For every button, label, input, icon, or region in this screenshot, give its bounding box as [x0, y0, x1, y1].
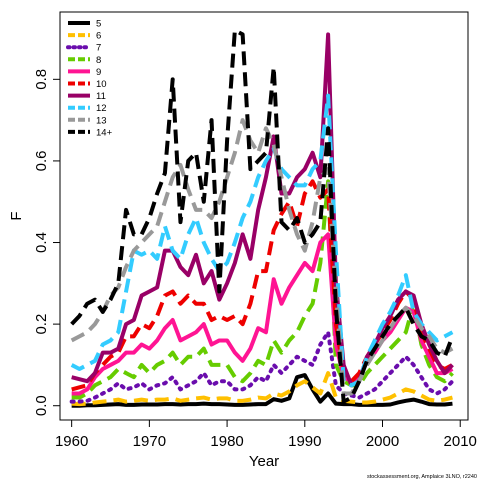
series-line-10 [71, 179, 454, 392]
footnote: stockassessment.org, Amplaice 3LNO, r224… [367, 474, 477, 480]
legend-label: 11 [96, 91, 106, 102]
legend-label: 10 [96, 79, 107, 90]
legend-label: 8 [96, 55, 101, 66]
legend-label: 12 [96, 103, 107, 114]
series-line-13 [70, 118, 454, 396]
legend-label: 13 [96, 115, 107, 126]
y-axis-title: F [8, 211, 25, 220]
legend-label: 14+ [96, 127, 113, 138]
x-tick-label: 1960 [55, 433, 88, 450]
series-line-14plus [70, 28, 455, 404]
y-tick-label: 0.6 [33, 150, 50, 171]
series-line-8 [71, 179, 454, 400]
x-axis-title: Year [249, 453, 279, 470]
series-line-9 [71, 232, 454, 396]
x-tick-label: 1980 [210, 433, 243, 450]
legend-label: 6 [96, 31, 101, 42]
y-tick-label: 0.8 [33, 69, 50, 90]
y-tick-label: 0.2 [33, 314, 50, 335]
x-tick-label: 1990 [288, 433, 321, 450]
y-tick-label: 0.0 [33, 395, 50, 416]
series-line-11 [71, 32, 454, 388]
x-tick-label: 2000 [366, 433, 399, 450]
legend-label: 9 [96, 67, 101, 78]
x-axis: 1960 1970 1980 1990 2000 2010 [55, 420, 477, 450]
series-layer [69, 28, 455, 408]
series-line-6 [71, 371, 453, 407]
series-line-5 [71, 373, 453, 408]
x-tick-label: 1970 [133, 433, 166, 450]
plot-frame [59, 11, 469, 421]
legend-label: 7 [96, 43, 101, 54]
series-line-7 [69, 330, 455, 404]
y-tick-label: 0.4 [33, 232, 50, 253]
legend-label: 5 [96, 19, 101, 30]
y-axis: 0.0 0.2 0.4 0.6 0.8 [33, 69, 60, 416]
x-tick-label: 2010 [444, 433, 477, 450]
